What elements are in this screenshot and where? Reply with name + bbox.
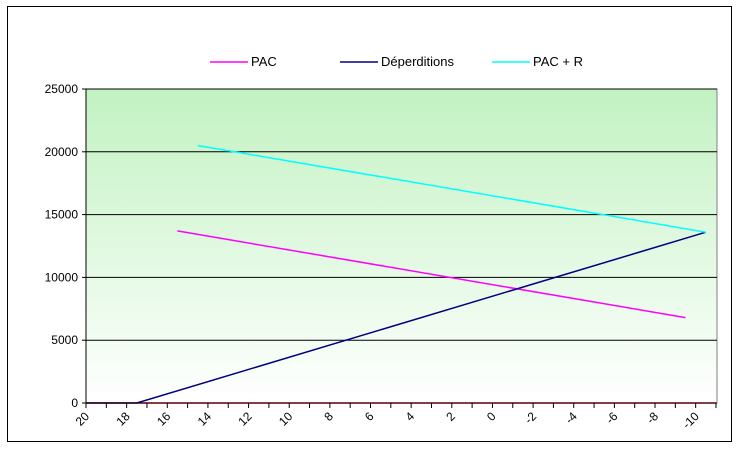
y-tick-label-5000: 5000 xyxy=(51,333,78,347)
x-tick-label-16: 16 xyxy=(154,409,174,429)
x-tick-label--10: -10 xyxy=(680,409,702,431)
y-tick-label-10000: 10000 xyxy=(45,270,79,284)
x-tick-label--6: -6 xyxy=(603,409,621,427)
legend-label-0: PAC xyxy=(251,54,277,69)
x-tick-label-18: 18 xyxy=(113,409,133,429)
x-tick-label-20: 20 xyxy=(73,409,93,429)
series-line-0 xyxy=(177,230,686,319)
x-tick-label-0: 0 xyxy=(484,409,499,424)
y-tick-label-25000: 25000 xyxy=(45,82,79,96)
legend-label-2: PAC + R xyxy=(533,54,583,69)
legend: PAC Déperditions PAC + R xyxy=(210,54,583,69)
plot-area xyxy=(85,88,718,404)
x-tick-label--8: -8 xyxy=(644,409,662,427)
series-line-2 xyxy=(197,144,706,233)
y-tick-label-15000: 15000 xyxy=(45,208,79,222)
x-tick-label-8: 8 xyxy=(321,409,336,424)
legend-label-1: Déperditions xyxy=(381,54,454,69)
x-tick-label-6: 6 xyxy=(362,409,377,424)
x-tick-label-12: 12 xyxy=(235,409,255,429)
y-tick-label-20000: 20000 xyxy=(45,145,79,159)
x-tick-label-4: 4 xyxy=(403,409,418,424)
x-tick-label--2: -2 xyxy=(522,409,540,427)
y-tick-label-0: 0 xyxy=(71,396,78,410)
x-tick-label-10: 10 xyxy=(276,409,296,429)
gridlines xyxy=(86,88,717,341)
x-tick-label-14: 14 xyxy=(195,409,215,429)
x-tick-label-2: 2 xyxy=(443,409,458,424)
x-tick-label--4: -4 xyxy=(562,409,580,427)
